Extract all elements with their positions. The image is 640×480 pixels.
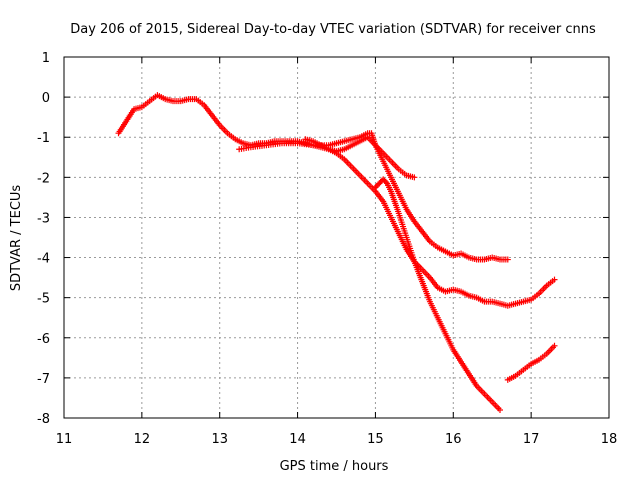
data-point <box>504 256 511 263</box>
x-tick-label: 14 <box>289 432 306 447</box>
x-tick-label: 11 <box>56 432 73 447</box>
data-series <box>115 92 558 413</box>
x-tick-label: 18 <box>601 432 618 447</box>
y-tick-label: -3 <box>37 211 50 226</box>
series-track-3 <box>302 136 558 309</box>
x-tick-label: 12 <box>134 432 151 447</box>
y-tick-label: -7 <box>37 372 50 387</box>
y-tick-label: 1 <box>42 51 50 66</box>
axis-ticks: 11 12 13 14 15 16 17 18 1 0 -1 -2 -3 -4 -5 -6 -7 -8 <box>37 51 617 447</box>
data-point <box>551 342 558 349</box>
data-point <box>497 406 503 413</box>
y-tick-label: -5 <box>37 292 50 307</box>
x-tick-label: 16 <box>445 432 462 447</box>
y-tick-label: -6 <box>37 332 50 347</box>
x-tick-label: 15 <box>367 432 384 447</box>
chart-title: Day 206 of 2015, Sidereal Day-to-day VTE… <box>70 22 596 37</box>
data-point <box>382 179 389 186</box>
data-point <box>551 276 558 283</box>
x-tick-label: 17 <box>523 432 540 447</box>
y-tick-label: -4 <box>37 252 50 267</box>
y-tick-label: -2 <box>37 171 50 186</box>
series-track-2 <box>236 130 511 263</box>
y-tick-label: -1 <box>37 131 50 146</box>
y-tick-label: 0 <box>42 91 50 106</box>
x-tick-label: 13 <box>211 432 228 447</box>
data-point <box>411 174 418 181</box>
y-axis-label: SDTVAR / TECUs <box>9 185 24 292</box>
series-track-4 <box>372 176 503 413</box>
x-axis-label: GPS time / hours <box>280 459 389 474</box>
series-track-5 <box>504 342 558 383</box>
plot-frame <box>63 56 610 419</box>
y-tick-label: -8 <box>37 412 50 427</box>
grid-lines <box>64 57 609 418</box>
